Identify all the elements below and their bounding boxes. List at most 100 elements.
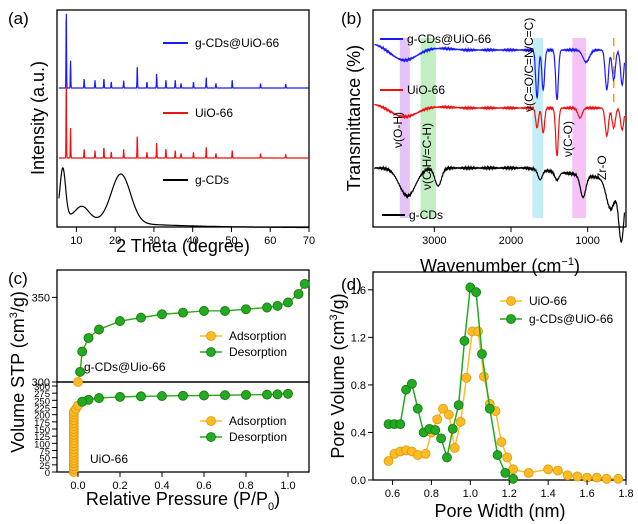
pore-point-1 [453, 400, 464, 411]
pore-point-1 [401, 384, 411, 395]
top-desorption-point [75, 366, 85, 377]
pore-point-1 [430, 425, 441, 435]
bottom-desorption-point [178, 390, 188, 401]
panel-c-bottom-ytick-label: 125 [34, 432, 50, 443]
band-label-co: ν(C-O) [561, 121, 575, 157]
legend-label-gcds-uio66-d: g-CDs@UiO-66 [529, 312, 614, 326]
legend-marker-desorption-top [206, 347, 216, 357]
pore-point-0 [479, 371, 489, 382]
panel-c-bottom-legend: Adsorption Desorption UiO-66 [90, 414, 287, 466]
panel-c-bottom-ytick-label: 200 [34, 411, 50, 422]
panel-c-top-ytick-label: 300 [32, 377, 50, 389]
panel-d-xtick-label: 1.6 [579, 488, 594, 500]
legend-label-gcds-b: g-CDs [409, 208, 443, 222]
bottom-desorption-point [136, 391, 146, 402]
legend-label-uio66: UiO-66 [195, 106, 233, 120]
bottom-desorption-point [94, 393, 104, 403]
top-desorption-point [272, 300, 283, 311]
panel-b-xtick-label: 1000 [575, 235, 599, 247]
sample-label-bottom: UiO-66 [90, 452, 128, 466]
panel-c-bottom-axes-frame [56, 381, 310, 473]
band-label-co-cn-cc: ν(C=O/C=N/C=C) [522, 18, 536, 112]
pore-point-0 [591, 472, 602, 483]
top-desorption-point [178, 307, 188, 318]
band-highlight-2 [532, 38, 544, 218]
panel-c-bottom-ytick-label: 75 [39, 447, 50, 458]
panel-a-x-ticks: 10 20 30 40 50 60 70 [70, 227, 315, 247]
panel-d-label: (d) [341, 275, 362, 294]
panel-d-ytick-label: 0.8 [351, 380, 366, 392]
panel-a-label: (a) [8, 9, 29, 28]
ftir-line-0 [374, 43, 626, 101]
bottom-desorption-point [283, 388, 293, 399]
pore-point-0 [383, 456, 394, 466]
panel-c-plot-area [68, 278, 310, 477]
top-desorption-point [262, 302, 272, 313]
panel-b-band-labels: ν(O-H) ν(C-H/=C-H) ν(C=O/C=N/C=C) ν(C-O)… [391, 18, 609, 190]
pore-point-1 [412, 403, 423, 414]
top-desorption-point [283, 297, 293, 308]
pore-point-0 [449, 443, 460, 453]
band-highlight-0 [399, 38, 410, 218]
pore-point-0 [572, 471, 583, 482]
pore-point-0 [562, 470, 573, 481]
panel-b-legend: g-CDs@UiO-66 UiO-66 g-CDs [380, 32, 492, 222]
panel-c-bottom-ytick-label: 25 [39, 461, 50, 472]
band-label-oh: ν(O-H) [391, 112, 405, 148]
bottom-desorption-point [77, 396, 88, 407]
panel-a-xtick-label: 50 [225, 235, 237, 247]
panel-c-top-ytick-label: 350 [32, 292, 50, 304]
panel-d-plot-area [383, 282, 624, 484]
panel-d-ytick-label: 1.2 [351, 332, 366, 344]
top-desorption-point [199, 306, 209, 316]
bottom-desorption-point [272, 389, 283, 400]
panel-d-legend: UiO-66 g-CDs@UiO-66 [500, 294, 614, 326]
panel-c-x-axis-label: Relative Pressure (P/P0) [86, 489, 280, 513]
top-adsorption-point [73, 377, 83, 387]
panel-c-xtick-label: 0.8 [238, 480, 253, 492]
panel-d-axes-frame [372, 271, 627, 481]
pore-point-1 [484, 403, 495, 414]
legend-label-desorption-bottom: Desorption [229, 430, 287, 444]
top-desorption-point [77, 346, 88, 357]
panel-c-y-axis-label: Volume STP (cm3/g) [8, 291, 28, 453]
panel-c-bottom-ytick-label: 150 [34, 425, 50, 436]
band-label-ch: ν(C-H/=C-H) [420, 123, 434, 190]
bottom-desorption-point [157, 391, 167, 401]
panel-b-axes-frame [372, 9, 627, 228]
panel-c-bottom-ytick-label: 225 [34, 404, 50, 415]
top-desorption-point [299, 278, 310, 289]
panel-c-label: (c) [8, 269, 28, 288]
legend-marker-adsorption-bottom [206, 416, 216, 426]
xrd-line-1 [58, 86, 309, 159]
pore-point-0 [443, 409, 454, 420]
pore-point-0 [496, 437, 507, 447]
top-desorption-point [241, 304, 251, 315]
ftir-line-1 [374, 103, 626, 157]
panel-d-xtick-label: 1.8 [618, 488, 633, 500]
panel-d-x-axis-label: Pore Width (nm) [434, 501, 565, 521]
panel-d-xtick-label: 1.2 [502, 488, 517, 500]
bottom-desorption-point [115, 391, 125, 402]
legend-marker-desorption-bottom [206, 432, 216, 442]
zr-o-label: Zr-O [595, 155, 609, 180]
panel-c-bottom-ytick-label: 175 [34, 418, 50, 429]
top-desorption-line [79, 283, 306, 372]
pore-point-1 [471, 287, 482, 298]
pore-point-0 [543, 464, 554, 475]
panel-d-ytick-label: 1.6 [351, 285, 366, 297]
pore-point-0 [432, 414, 443, 425]
pore-point-0 [601, 473, 612, 484]
panel-a-xtick-label: 70 [303, 235, 315, 247]
panel-c-bottom-ytick-label: 300 [34, 382, 50, 393]
panel-d-y-axis-label: Pore Volume (cm3/g) [328, 293, 348, 458]
panel-c-xtick-label: 0.6 [196, 480, 211, 492]
panel-b-y-axis-label: Transmittance (%) [344, 45, 364, 191]
pore-point-0 [502, 452, 513, 463]
panel-b-plot-area [374, 43, 626, 243]
band-highlight-3 [572, 38, 587, 218]
pore-point-1 [500, 467, 511, 478]
xrd-line-0 [58, 13, 309, 89]
ftir-line-2 [374, 164, 626, 243]
bottom-desorption-point [241, 389, 251, 400]
